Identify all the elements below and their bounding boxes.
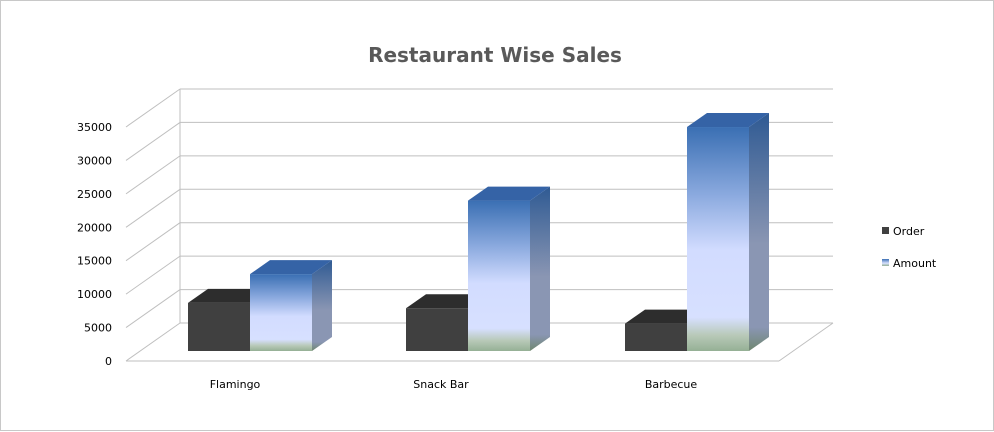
bar-amount-flamingo-front <box>250 274 312 351</box>
bar-amount-barbecue <box>687 113 769 352</box>
x-category-label: Barbecue <box>645 378 698 391</box>
bar-order-barbecue-front <box>625 323 687 351</box>
y-tick-label: 15000 <box>77 255 112 268</box>
legend-label-amount: Amount <box>893 257 937 270</box>
y-tick-label: 0 <box>105 355 112 368</box>
bar-order-snack-bar-top <box>406 294 488 309</box>
x-axis-categories: Flamingo Snack Bar Barbecue <box>210 378 698 391</box>
y-tick-label: 10000 <box>77 288 112 301</box>
legend: Order Amount <box>882 225 937 270</box>
y-tick-label: 25000 <box>77 188 112 201</box>
gridline-side <box>125 322 181 362</box>
gridline-side <box>125 155 181 195</box>
bar-amount-snack-bar-front <box>468 200 530 351</box>
bar-amount-flamingo <box>250 260 332 351</box>
chart-walls <box>126 89 834 362</box>
x-category-label: Flamingo <box>210 378 261 391</box>
bar-order-flamingo-front <box>188 302 250 351</box>
gridline-side <box>125 255 181 295</box>
legend-swatch-order <box>882 227 889 234</box>
gridline-side <box>125 289 181 328</box>
bar-order-snack-bar-front <box>406 308 468 351</box>
gridline-side <box>125 188 181 228</box>
y-tick-label: 20000 <box>77 221 112 234</box>
gridline-side <box>125 122 181 161</box>
bar-amount-barbecue-front <box>687 127 749 352</box>
y-tick-label: 5000 <box>84 322 112 335</box>
bar-amount-barbecue-top <box>687 113 769 128</box>
bar-amount-flamingo-side <box>312 260 332 351</box>
bar-order-barbecue <box>625 309 707 351</box>
bar-order-barbecue-top <box>625 309 707 324</box>
y-axis-ticks: 0 5000 10000 15000 20000 25000 30000 35000 <box>77 121 112 368</box>
bar-amount-flamingo-top <box>250 260 332 275</box>
bar-amount-barbecue-side <box>749 113 769 352</box>
bar-order-flamingo-top <box>188 288 270 303</box>
chart-title: Restaurant Wise Sales <box>368 43 622 67</box>
x-category-label: Snack Bar <box>413 378 469 391</box>
bar-amount-snack-bar-side <box>530 186 550 351</box>
floor-right-edge <box>778 322 834 362</box>
bar-amount-snack-bar-top <box>468 186 550 201</box>
bars <box>188 113 769 352</box>
gridline-side <box>125 88 181 128</box>
y-tick-label: 35000 <box>77 121 112 134</box>
gridline-side <box>125 222 181 262</box>
legend-swatch-amount <box>882 259 889 266</box>
legend-label-order: Order <box>893 225 925 238</box>
bar-amount-snack-bar <box>468 186 550 351</box>
y-tick-label: 30000 <box>77 154 112 167</box>
